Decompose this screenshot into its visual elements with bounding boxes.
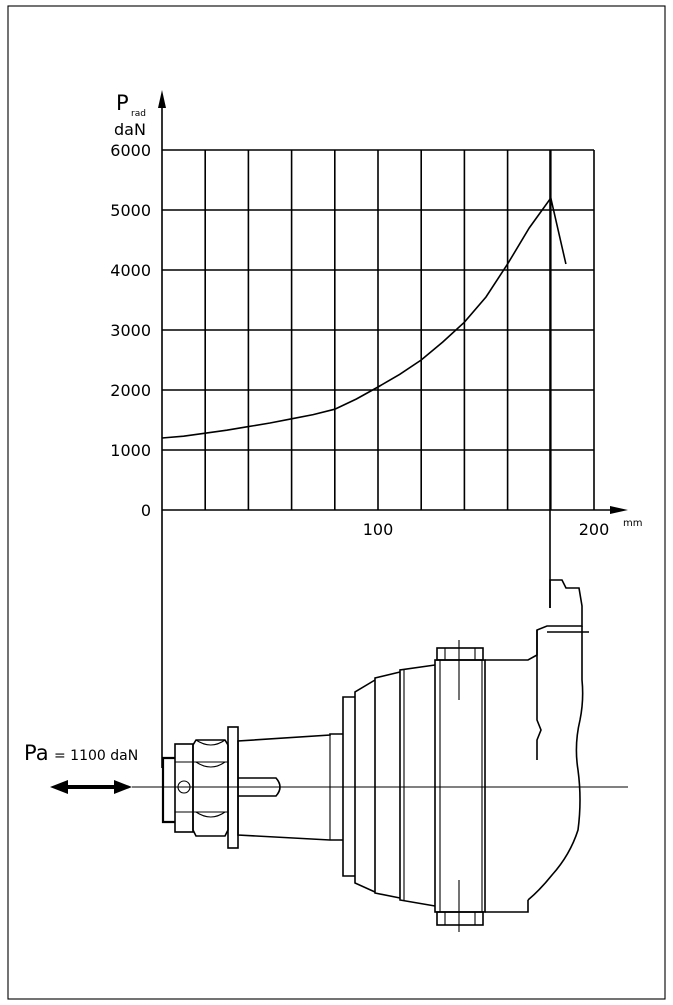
x-tick-label: 200 [579,520,610,539]
x-tick-label: 100 [363,520,394,539]
y-tick-label: 5000 [110,201,151,220]
force-arrow-left [50,780,68,794]
chart-axes [158,90,628,768]
y-axis-arrow [158,90,166,108]
lock-nut-hole [177,780,191,794]
bolt-head-bottom [436,911,484,926]
flange-2 [374,671,401,899]
y-tick-label: 1000 [110,441,151,460]
y-axis-label-sub: rad [131,109,146,119]
hex-nut-chamfer-2 [195,761,226,768]
housing-top-edge [536,579,583,760]
lock-nut [174,743,194,833]
chart-grid [162,149,595,510]
hex-nut-chamfer-1 [195,739,226,746]
drum-body [434,659,486,913]
flange-3 [399,664,436,907]
flange-1 [354,679,376,893]
hex-nut-chamfer-3 [195,811,226,818]
force-value: = 1100 daN [54,748,138,764]
y-tick-label: 4000 [110,261,151,280]
load-chart: 6000 5000 4000 3000 2000 1000 0 100 200 P rad d… [110,90,642,768]
x-axis-label-unit: mm [623,518,642,529]
y-tick-label: 0 [141,501,151,520]
y-tick-label: 2000 [110,381,151,400]
y-axis-label-main: P [116,91,129,115]
hex-nut [192,739,229,837]
shaft-assembly-drawing: Pa = 1100 daN [24,579,628,932]
shaft-key [238,777,281,797]
housing-break-line [527,626,584,901]
rod-end [161,756,175,824]
housing-shoulder-top [485,630,538,661]
y-tick-labels: 6000 5000 4000 3000 2000 1000 0 [110,141,151,520]
hub-collar [342,696,355,877]
figure-frame [7,5,666,1000]
force-arrow-right [114,780,132,794]
housing-shoulder-bottom [485,900,529,913]
y-tick-label: 3000 [110,321,151,340]
y-axis-label-unit: daN [114,120,146,139]
bolt-head-top [436,647,484,661]
x-axis-arrow [610,506,628,514]
force-label: Pa [24,741,49,765]
x-tick-labels: 100 200 [363,520,610,539]
y-tick-label: 6000 [110,141,151,160]
load-curve [161,196,567,439]
